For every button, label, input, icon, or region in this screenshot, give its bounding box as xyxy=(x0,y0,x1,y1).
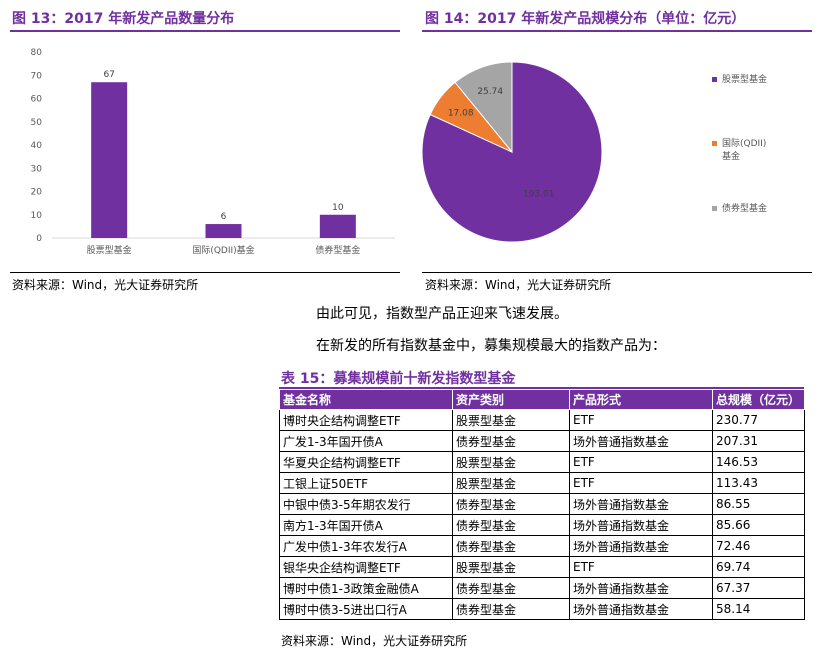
table-row: 中银中债3-5年期农发行 债券型基金 场外普通指数基金 86.55 xyxy=(279,493,805,515)
table-title-rule xyxy=(279,387,804,389)
bar-chart: 0 10 20 30 40 50 60 70 80 67 股票型基金 6 国际(QDII)基金 10 债券型… xyxy=(31,48,395,256)
header-fund-name: 基金名称 xyxy=(279,389,453,410)
header-total-size: 总规模（亿元） xyxy=(712,389,805,410)
y-tick-label: 70 xyxy=(31,71,43,81)
cell-total-size: 230.77 xyxy=(712,409,805,431)
header-asset-class: 资产类别 xyxy=(452,389,570,410)
cell-total-size: 58.14 xyxy=(712,598,805,620)
cell-asset-class: 债券型基金 xyxy=(452,535,570,557)
table-title: 表 15：募集规模前十新发指数型基金 xyxy=(281,371,516,387)
fig13-bottom-rule xyxy=(10,272,400,273)
y-tick-label: 30 xyxy=(31,164,43,174)
cell-total-size: 67.37 xyxy=(712,577,805,599)
table-row: 广发中债1-3年农发行A 债券型基金 场外普通指数基金 72.46 xyxy=(279,535,805,557)
table-row: 广发1-3年国开债A 债券型基金 场外普通指数基金 207.31 xyxy=(279,430,805,452)
table-header-row: 基金名称 资产类别 产品形式 总规模（亿元） xyxy=(279,389,805,410)
y-tick-label: 20 xyxy=(31,188,43,198)
cell-asset-class: 债券型基金 xyxy=(452,598,570,620)
legend-label: 国际(QDII)基金 xyxy=(722,138,766,162)
table-row: 华夏央企结构调整ETF 股票型基金 ETF 146.53 xyxy=(279,451,805,473)
cell-fund-name: 南方1-3年国开债A xyxy=(279,514,453,536)
table-row: 银华央企结构调整ETF 股票型基金 ETF 69.74 xyxy=(279,556,805,578)
bar-data-label: 10 xyxy=(332,203,344,213)
fig13-title-rule xyxy=(10,30,400,32)
bar xyxy=(205,224,242,238)
y-tick-label: 50 xyxy=(31,118,43,128)
cell-total-size: 85.66 xyxy=(712,514,805,536)
bar-data-label: 6 xyxy=(221,212,227,222)
cell-fund-name: 广发中债1-3年农发行A xyxy=(279,535,453,557)
legend-swatch xyxy=(712,206,717,211)
paragraph-2: 在新发的所有指数基金中，募集规模最大的指数产品为： xyxy=(316,338,666,354)
cell-asset-class: 股票型基金 xyxy=(452,472,570,494)
cell-asset-class: 股票型基金 xyxy=(452,409,570,431)
cell-fund-name: 博时央企结构调整ETF xyxy=(279,409,453,431)
fig14-source: 资料来源：Wind，光大证券研究所 xyxy=(425,278,612,292)
cell-fund-name: 博时中债1-3政策金融债A xyxy=(279,577,453,599)
paragraph-1: 由此可见，指数型产品正迎来飞速发展。 xyxy=(316,306,568,322)
y-tick-label: 60 xyxy=(31,95,43,105)
bar xyxy=(319,214,356,238)
cell-product-form: 场外普通指数基金 xyxy=(569,514,713,536)
fig14-title-rule xyxy=(422,30,812,32)
cell-total-size: 69.74 xyxy=(712,556,805,578)
cell-product-form: 场外普通指数基金 xyxy=(569,430,713,452)
cell-fund-name: 博时中债3-5进出口行A xyxy=(279,598,453,620)
cell-asset-class: 债券型基金 xyxy=(452,514,570,536)
cell-total-size: 207.31 xyxy=(712,430,805,452)
cell-total-size: 113.43 xyxy=(712,472,805,494)
fig13-title: 图 13：2017 年新发产品数量分布 xyxy=(12,11,235,27)
cell-product-form: ETF xyxy=(569,472,713,494)
bar-data-label: 67 xyxy=(103,70,114,80)
pie-data-label: 193.01 xyxy=(523,190,555,200)
y-tick-label: 40 xyxy=(31,141,43,151)
fig14-title: 图 14：2017 年新发产品规模分布（单位：亿元） xyxy=(425,11,746,27)
table-row: 南方1-3年国开债A 债券型基金 场外普通指数基金 85.66 xyxy=(279,514,805,536)
table-row: 博时央企结构调整ETF 股票型基金 ETF 230.77 xyxy=(279,409,805,431)
cell-product-form: ETF xyxy=(569,409,713,431)
cell-product-form: 场外普通指数基金 xyxy=(569,577,713,599)
cell-product-form: 场外普通指数基金 xyxy=(569,598,713,620)
pie-slice xyxy=(454,61,513,154)
y-tick-label: 10 xyxy=(31,211,43,221)
cell-product-form: ETF xyxy=(569,451,713,473)
cell-fund-name: 中银中债3-5年期农发行 xyxy=(279,493,453,515)
cell-asset-class: 股票型基金 xyxy=(452,451,570,473)
fig13-source: 资料来源：Wind，光大证券研究所 xyxy=(12,278,199,292)
y-tick-label: 0 xyxy=(36,234,42,244)
legend-swatch xyxy=(712,77,717,82)
y-tick-label: 80 xyxy=(31,48,43,58)
cell-total-size: 72.46 xyxy=(712,535,805,557)
table-source: 资料来源：Wind，光大证券研究所 xyxy=(281,634,468,648)
x-tick-label: 国际(QDII)基金 xyxy=(192,244,254,256)
legend-swatch xyxy=(712,141,717,146)
x-tick-label: 股票型基金 xyxy=(87,244,132,256)
cell-asset-class: 债券型基金 xyxy=(452,577,570,599)
cell-total-size: 146.53 xyxy=(712,451,805,473)
legend-label: 股票型基金 xyxy=(722,73,767,85)
fig14-bottom-rule xyxy=(422,272,812,273)
x-tick-label: 债券型基金 xyxy=(315,244,360,256)
pie-data-label: 17.08 xyxy=(448,108,474,118)
cell-total-size: 86.55 xyxy=(712,493,805,515)
bar xyxy=(91,82,128,238)
legend-label: 债券型基金 xyxy=(722,202,767,214)
header-product-form: 产品形式 xyxy=(569,389,713,410)
cell-asset-class: 股票型基金 xyxy=(452,556,570,578)
cell-fund-name: 工银上证50ETF xyxy=(279,472,453,494)
table-row: 工银上证50ETF 股票型基金 ETF 113.43 xyxy=(279,472,805,494)
cell-product-form: ETF xyxy=(569,556,713,578)
cell-product-form: 场外普通指数基金 xyxy=(569,535,713,557)
cell-asset-class: 债券型基金 xyxy=(452,430,570,452)
table-row: 博时中债3-5进出口行A 债券型基金 场外普通指数基金 58.14 xyxy=(279,598,805,620)
table-row: 博时中债1-3政策金融债A 债券型基金 场外普通指数基金 67.37 xyxy=(279,577,805,599)
cell-asset-class: 债券型基金 xyxy=(452,493,570,515)
pie-data-label: 25.74 xyxy=(477,87,503,97)
cell-fund-name: 华夏央企结构调整ETF xyxy=(279,451,453,473)
cell-fund-name: 银华央企结构调整ETF xyxy=(279,556,453,578)
fund-table: 基金名称 资产类别 产品形式 总规模（亿元） 博时央企结构调整ETF 股票型基金 E… xyxy=(279,389,805,620)
cell-product-form: 场外普通指数基金 xyxy=(569,493,713,515)
cell-fund-name: 广发1-3年国开债A xyxy=(279,430,453,452)
